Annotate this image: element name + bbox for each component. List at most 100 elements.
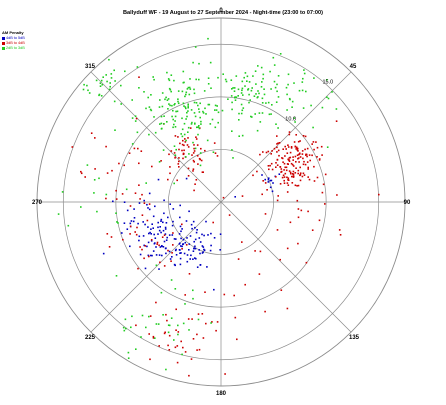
data-point bbox=[244, 85, 246, 87]
data-point bbox=[154, 337, 156, 339]
data-point bbox=[173, 182, 175, 185]
data-point bbox=[231, 108, 233, 111]
data-point bbox=[204, 291, 206, 293]
data-point bbox=[272, 56, 275, 59]
data-point bbox=[115, 275, 118, 277]
data-point bbox=[147, 207, 149, 209]
data-point bbox=[165, 368, 167, 371]
data-point bbox=[133, 217, 136, 219]
data-point bbox=[193, 247, 195, 250]
data-point bbox=[188, 329, 190, 331]
data-point bbox=[199, 241, 202, 243]
data-point bbox=[173, 263, 176, 266]
data-point bbox=[303, 69, 305, 71]
data-point bbox=[207, 234, 209, 236]
data-point bbox=[265, 102, 267, 104]
data-point bbox=[287, 163, 289, 165]
data-point bbox=[67, 224, 70, 227]
data-point bbox=[197, 126, 199, 128]
data-point bbox=[129, 205, 132, 207]
data-point bbox=[147, 241, 150, 244]
data-point bbox=[142, 221, 144, 223]
data-point bbox=[117, 222, 119, 224]
data-point bbox=[130, 326, 132, 329]
data-point bbox=[237, 88, 240, 91]
data-point bbox=[205, 113, 207, 115]
data-point bbox=[174, 126, 177, 128]
data-point bbox=[190, 109, 193, 111]
data-point bbox=[80, 170, 82, 173]
data-point bbox=[241, 89, 243, 92]
data-point bbox=[327, 97, 330, 100]
data-point bbox=[145, 326, 147, 329]
data-point bbox=[138, 87, 140, 89]
data-point bbox=[185, 177, 188, 180]
data-point bbox=[198, 348, 201, 351]
data-point bbox=[188, 93, 191, 96]
data-point bbox=[215, 329, 217, 332]
data-point bbox=[182, 102, 185, 105]
data-point bbox=[187, 126, 190, 129]
data-point bbox=[155, 254, 158, 256]
data-point bbox=[179, 257, 182, 260]
data-point bbox=[174, 120, 176, 122]
data-point bbox=[171, 115, 173, 118]
data-point bbox=[96, 210, 98, 213]
data-point bbox=[174, 103, 176, 105]
data-point bbox=[133, 147, 136, 150]
data-point bbox=[295, 167, 297, 169]
data-point bbox=[292, 176, 295, 178]
data-point bbox=[110, 236, 113, 238]
data-point bbox=[212, 221, 214, 224]
data-point bbox=[199, 102, 201, 105]
data-point bbox=[198, 111, 201, 113]
data-point bbox=[283, 162, 286, 165]
data-point bbox=[194, 247, 197, 250]
data-point bbox=[159, 123, 161, 125]
data-point bbox=[288, 131, 291, 133]
data-point bbox=[160, 220, 162, 222]
data-point bbox=[297, 208, 300, 210]
data-point bbox=[170, 279, 173, 281]
data-point bbox=[82, 88, 85, 91]
data-point bbox=[277, 142, 279, 144]
data-point bbox=[93, 179, 96, 181]
data-point bbox=[177, 331, 180, 333]
data-point bbox=[284, 166, 286, 169]
data-point bbox=[258, 92, 260, 95]
data-point bbox=[199, 158, 201, 161]
data-point bbox=[164, 228, 167, 230]
data-point bbox=[187, 131, 189, 133]
data-point bbox=[150, 240, 153, 242]
data-point bbox=[207, 83, 210, 85]
data-point bbox=[295, 161, 297, 163]
data-point bbox=[168, 234, 171, 236]
data-point bbox=[155, 246, 157, 248]
data-point bbox=[143, 199, 145, 202]
data-point bbox=[194, 147, 197, 150]
data-point bbox=[151, 165, 153, 168]
data-point bbox=[187, 318, 190, 320]
data-point bbox=[312, 141, 315, 143]
data-point bbox=[124, 318, 127, 321]
data-point bbox=[276, 151, 278, 153]
data-point bbox=[187, 86, 190, 89]
data-point bbox=[181, 223, 183, 226]
data-point bbox=[283, 169, 285, 171]
data-point bbox=[178, 160, 180, 163]
data-point bbox=[287, 179, 289, 181]
data-point bbox=[294, 184, 297, 187]
data-point bbox=[190, 223, 193, 226]
data-point bbox=[231, 130, 233, 132]
data-point bbox=[306, 155, 308, 158]
data-point bbox=[192, 168, 195, 170]
data-point bbox=[292, 156, 294, 158]
data-point bbox=[172, 232, 174, 234]
data-point bbox=[264, 178, 266, 181]
data-point bbox=[211, 118, 214, 121]
data-point bbox=[181, 128, 184, 131]
data-point bbox=[187, 106, 189, 109]
data-point bbox=[123, 329, 126, 332]
legend-label: 2dB to 3dB bbox=[6, 46, 25, 50]
data-point bbox=[157, 233, 159, 235]
